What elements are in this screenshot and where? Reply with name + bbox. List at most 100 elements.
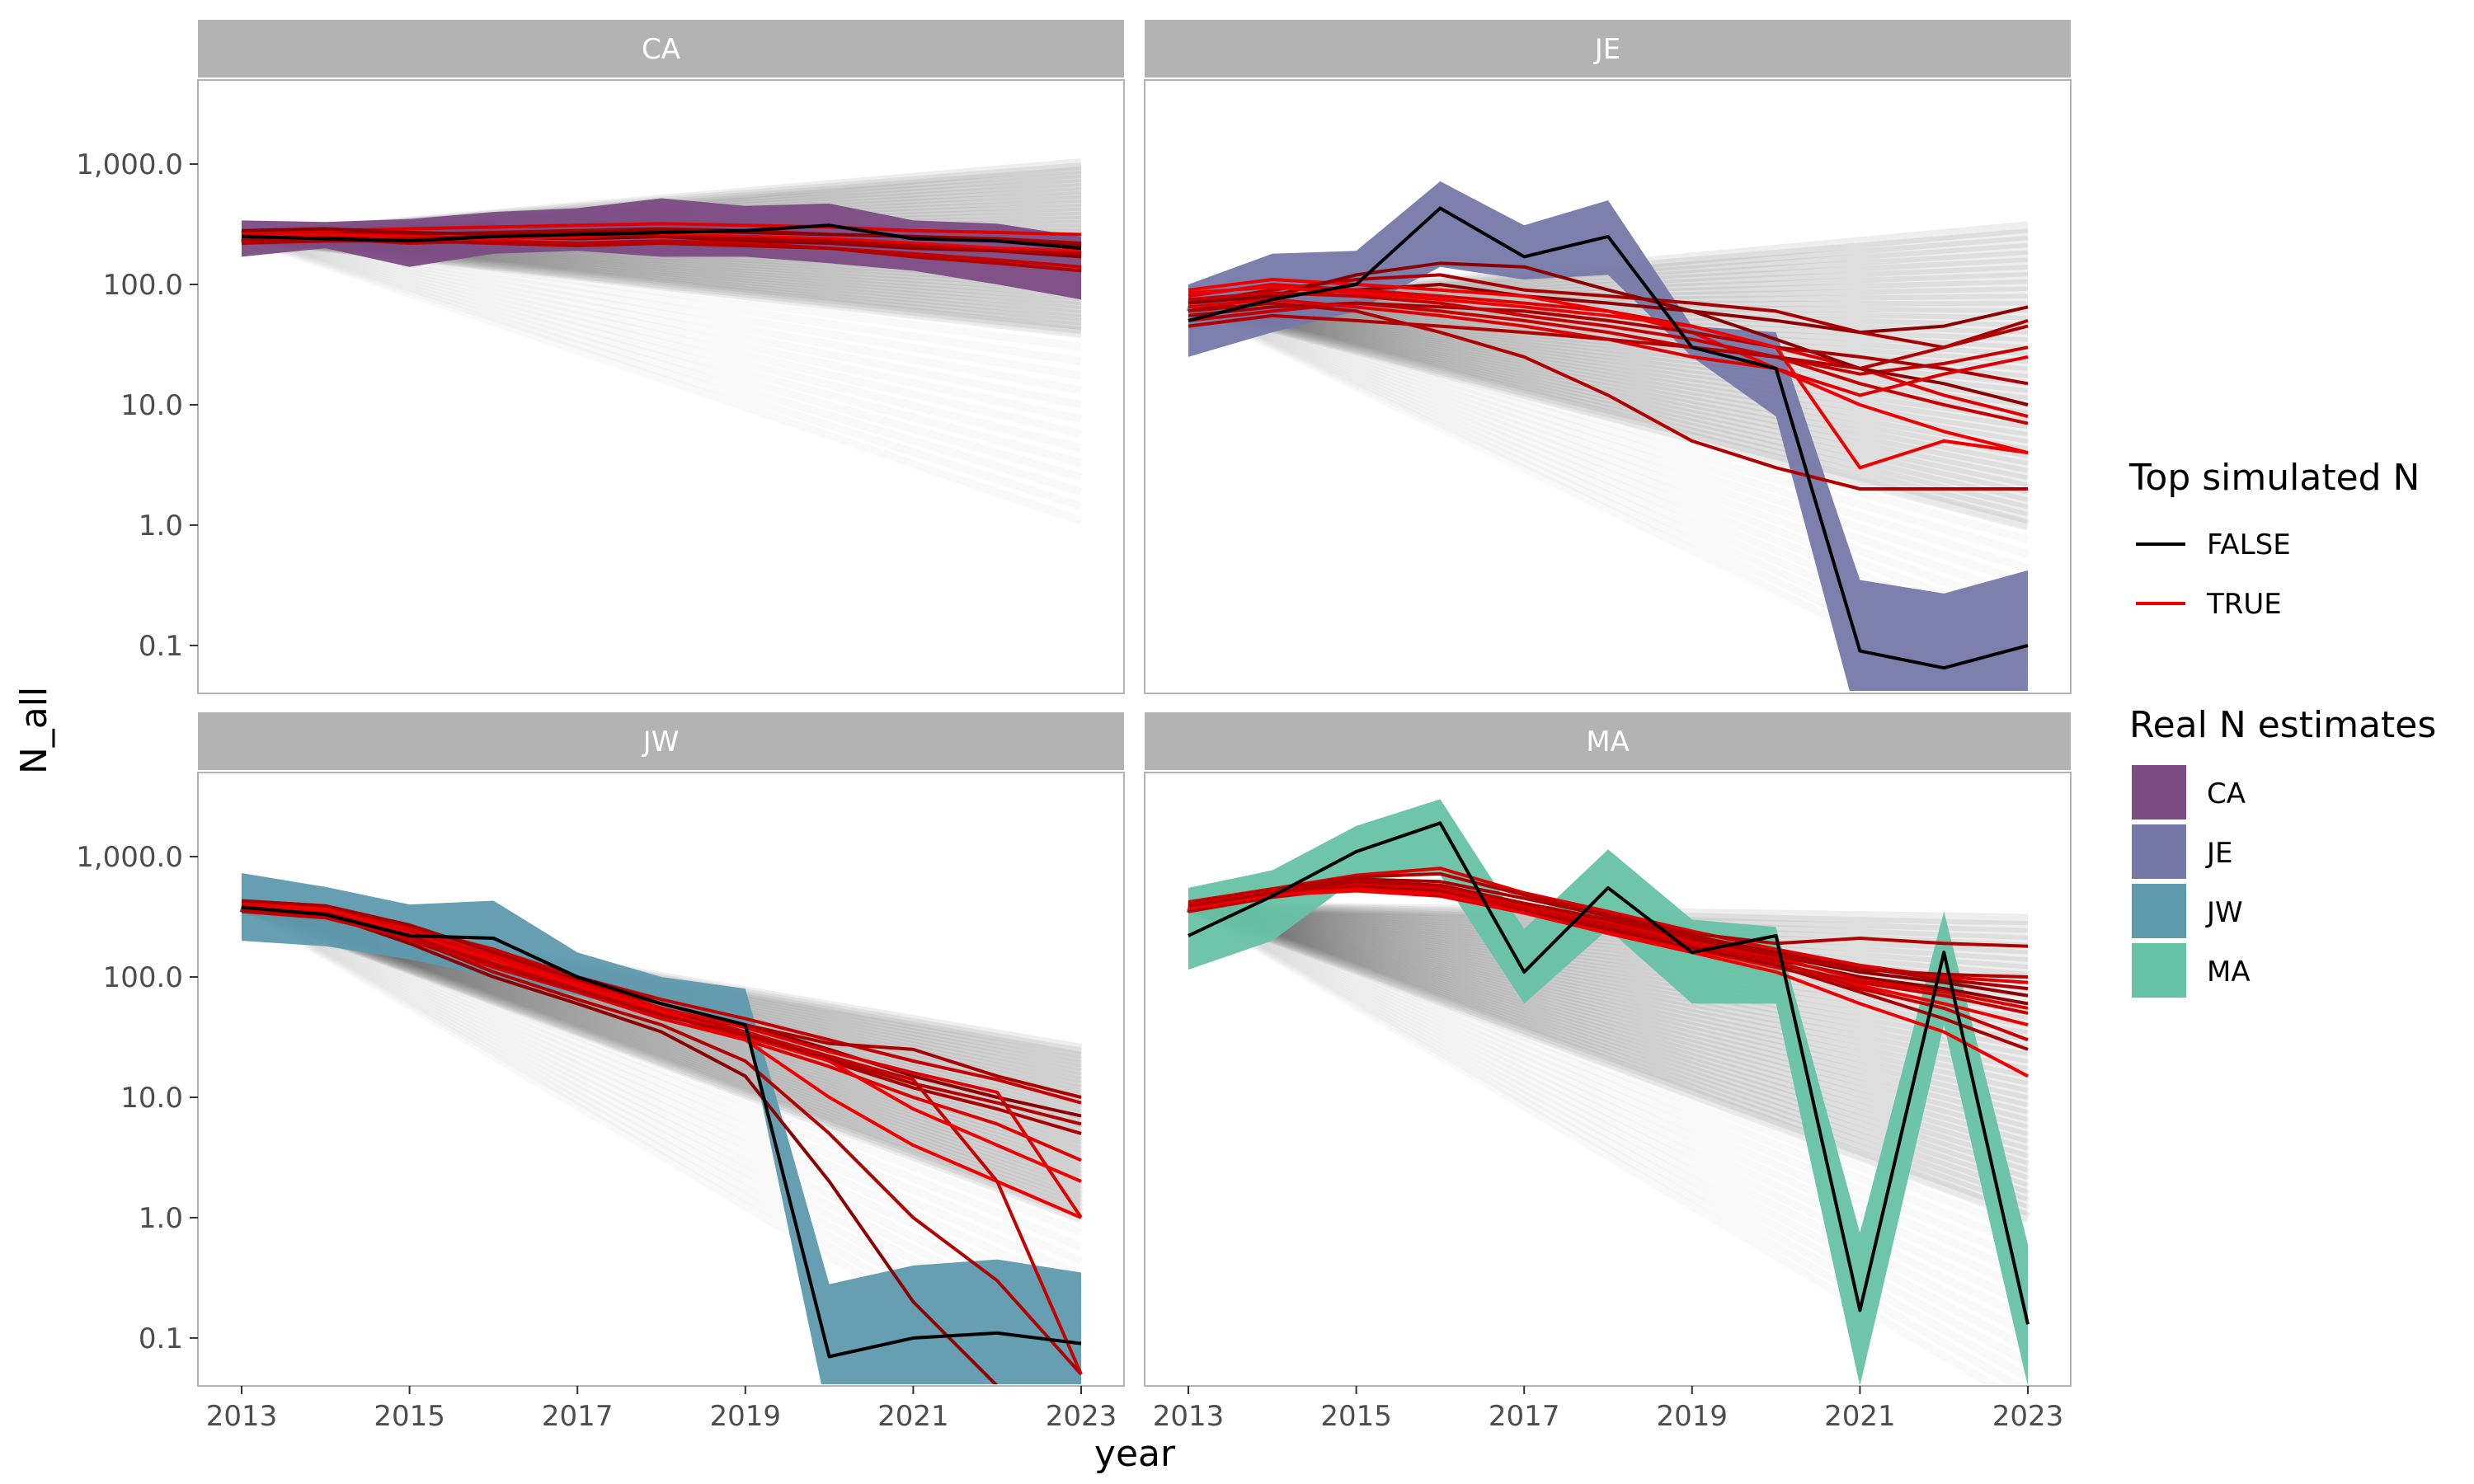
simulated-line-faint <box>239 902 1084 1338</box>
y-tick-label: 1.0 <box>139 1202 183 1235</box>
top-simulated-line <box>1188 313 2029 370</box>
simulated-line <box>1188 299 2029 430</box>
legend-title-top-simulated: Top simulated N <box>2128 457 2420 499</box>
facet-strip-label-jw: JW <box>642 726 680 758</box>
simulated-line-faint <box>1186 903 2030 1352</box>
simulated-line-faint <box>1187 301 2030 631</box>
simulated-line-faint <box>1186 903 2000 1384</box>
facet-strip-label-je: JE <box>1593 33 1621 66</box>
top-simulated-line <box>1188 301 2028 491</box>
legend: Top simulated N FALSE TRUE Real N estima… <box>2128 457 2436 998</box>
simulated-line <box>1188 299 2029 422</box>
legend-key-ma <box>2132 943 2186 998</box>
x-tick-label: 2021 <box>877 1400 949 1433</box>
x-axis-title: year <box>1094 1433 1176 1475</box>
simulated-line <box>1187 299 2030 517</box>
simulated-line <box>1187 900 2030 1056</box>
simulated-line <box>1187 900 2030 1151</box>
facet-panels: CA 0.1 1.0 10.0 100.0 1,000.0 JE JW 0.1 1.0 10.0 10… <box>76 20 2072 1433</box>
simulated-line-faint <box>240 232 1083 467</box>
x-tick-label: 2017 <box>1489 1400 1560 1433</box>
simulated-line-faint <box>1187 301 2030 602</box>
simulated-line-faint <box>1187 301 2030 573</box>
y-tick-label: 0.1 <box>139 630 183 663</box>
simulated-line <box>1187 900 2030 1122</box>
plot-marks-ca <box>240 158 1083 525</box>
x-tick-label: 2023 <box>1992 1400 2064 1433</box>
facet-ma: MA 2013 2015 2017 2019 2021 2023 <box>1144 712 2072 1433</box>
facet-strip-label-ma: MA <box>1586 726 1630 758</box>
real-estimate-ribbon-ca <box>242 198 1081 300</box>
simulated-line-faint <box>241 232 1082 409</box>
panel-border-jw <box>197 772 1125 1387</box>
simulated-line-faint <box>240 232 1083 510</box>
simulated-line <box>1187 299 2030 458</box>
simulated-line-faint <box>240 232 1083 496</box>
simulated-line <box>1187 299 2030 473</box>
simulated-line <box>1187 900 2030 1064</box>
simulated-line <box>1187 299 2030 502</box>
simulated-line <box>1188 900 2029 977</box>
x-tick-label: 2021 <box>1824 1400 1896 1433</box>
simulated-line <box>1187 900 2030 1144</box>
simulated-line <box>1186 900 2030 1172</box>
facet-ca: CA 0.1 1.0 10.0 100.0 1,000.0 <box>76 20 1125 694</box>
facet-strip-label-ca: CA <box>642 33 680 66</box>
x-tick-label: 2019 <box>710 1400 782 1433</box>
simulated-line <box>1186 900 2030 1166</box>
facet-jw: JW 0.1 1.0 10.0 100.0 1,000.0 2013 2015 2017 2019… <box>76 712 1125 1433</box>
panel-border-je <box>1144 79 2072 694</box>
real-estimate-line-ma <box>1188 821 2030 1325</box>
simulated-line <box>1187 299 2030 481</box>
y-tick-label: 1.0 <box>139 510 183 542</box>
simulated-line <box>1187 900 2030 1035</box>
simulated-line <box>1187 299 2030 444</box>
plot-marks-ma <box>1186 799 2030 1384</box>
simulated-line <box>1187 900 2030 1115</box>
top-simulated-line <box>241 222 1082 237</box>
simulated-line-faint <box>241 232 1082 395</box>
top-simulated-line <box>241 905 1082 1183</box>
facet-strip-ca <box>198 20 1124 77</box>
simulated-line-faint <box>239 902 1084 1280</box>
simulated-line <box>1187 299 2030 451</box>
simulated-line <box>1187 299 2030 437</box>
simulated-line-faint <box>240 902 1083 1266</box>
simulated-line <box>1187 900 2030 1136</box>
simulated-line <box>1187 900 2030 1078</box>
legend-label-true: TRUE <box>2206 588 2282 621</box>
y-tick-label: 0.1 <box>139 1322 183 1355</box>
legend-label-ca: CA <box>2207 777 2246 810</box>
y-tick-label: 1,000.0 <box>76 148 183 181</box>
simulated-line-faint <box>240 232 1083 525</box>
simulated-line-faint <box>1187 301 2030 617</box>
top-simulated-line <box>241 903 1083 1219</box>
simulated-line <box>1187 900 2030 1129</box>
top-simulated-line <box>241 907 999 1384</box>
simulated-line-faint <box>1186 903 2030 1381</box>
top-simulated-line <box>1188 291 2029 425</box>
legend-title-real-estimates: Real N estimates <box>2129 704 2436 746</box>
simulated-line-faint <box>1186 903 2030 1367</box>
y-axis-title: N_all <box>13 687 55 774</box>
facet-je: JE <box>1144 20 2072 694</box>
panel-border-ca <box>197 79 1125 694</box>
simulated-line-faint <box>240 902 1083 1222</box>
simulated-line <box>1187 900 2030 1158</box>
top-simulated-line <box>1188 261 2029 406</box>
top-simulated-line <box>1188 887 2029 1078</box>
simulated-line-faint <box>239 902 1084 1323</box>
x-tick-label: 2015 <box>1320 1400 1392 1433</box>
simulated-line <box>1187 900 2030 1093</box>
simulated-line <box>1187 900 2030 1100</box>
panel-border-ma <box>1144 772 2072 1387</box>
simulated-line-faint <box>1187 301 2030 544</box>
top-simulated-line <box>1188 880 2029 979</box>
real-estimate-line-jw <box>241 905 1082 1359</box>
legend-label-jw: JW <box>2205 896 2243 929</box>
real-estimate-ribbon-je <box>1188 181 2028 691</box>
real-estimate-line-ca <box>241 223 1082 251</box>
facet-strip-je <box>1145 20 2071 77</box>
x-tick-label: 2015 <box>374 1400 445 1433</box>
